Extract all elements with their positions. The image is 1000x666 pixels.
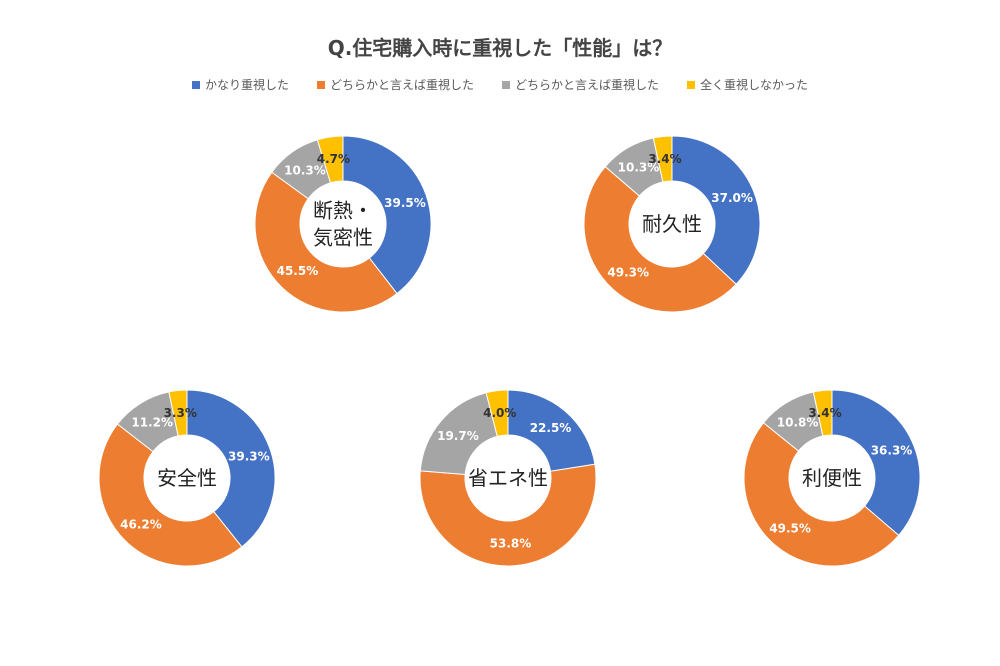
legend-label: どちらかと言えば重視した — [329, 78, 474, 92]
data-label: 10.3% — [284, 164, 326, 178]
data-label: 49.3% — [607, 266, 649, 280]
legend-label: 全く重視しなかった — [700, 78, 809, 92]
data-label: 45.5% — [277, 264, 319, 278]
donut-slice — [342, 135, 432, 295]
data-label: 3.3% — [164, 406, 197, 420]
data-label: 37.0% — [711, 191, 753, 205]
donut-chart: 39.3% 46.2% 11.2%3.3% 安全性 — [98, 389, 276, 567]
legend-swatch — [687, 80, 696, 89]
donut-slice — [812, 389, 833, 437]
donut-slice — [583, 165, 737, 313]
donut-slice — [743, 422, 900, 567]
legend-label: どちらかと言えば重視した — [515, 78, 660, 92]
data-label: 36.3% — [871, 444, 913, 458]
data-label: 10.3% — [618, 161, 660, 175]
donut-center-label: 耐久性 — [642, 212, 702, 236]
data-label: 10.8% — [777, 415, 819, 429]
data-label: 39.5% — [384, 196, 426, 210]
legend-swatch — [191, 80, 200, 89]
data-label: 4.7% — [317, 152, 350, 166]
data-label: 49.5% — [769, 521, 811, 535]
legend-item: どちらかと言えば重視した — [502, 76, 659, 93]
data-label: 22.5% — [530, 421, 572, 435]
donut-slice — [168, 389, 188, 437]
data-label: 19.7% — [437, 429, 479, 443]
data-label: 3.4% — [808, 406, 841, 420]
donut-center-label: 気密性 — [313, 226, 373, 250]
legend-item: どちらかと言えば重視した — [316, 76, 474, 93]
donut-center-label: 省エネ性 — [468, 466, 548, 490]
donut-center-label: 利便性 — [802, 466, 862, 490]
data-label: 3.4% — [648, 152, 681, 166]
donut-slice — [671, 135, 761, 285]
legend-item: 全く重視しなかった — [687, 76, 808, 93]
donut-center-label: 断熱・ — [313, 199, 373, 223]
donut-slice — [485, 389, 509, 437]
chart-title: Q.住宅購入時に重視した「性能」は？ — [327, 36, 673, 60]
donut-slice — [186, 389, 276, 548]
donut-slice — [419, 463, 597, 567]
legend-item: かなり重視した — [191, 76, 289, 93]
donut-slice — [831, 389, 921, 537]
donut-center-label: 安全性 — [157, 466, 217, 490]
donut-chart: 22.5% 53.8% 19.7% 4.0% 省エネ性 — [419, 389, 597, 567]
donut-chart: 36.3% 49.5% 10.8%3.4% 利便性 — [743, 389, 921, 567]
donut-slice — [652, 135, 673, 183]
donut-slice — [254, 171, 398, 313]
data-label: 53.8% — [490, 536, 532, 550]
data-label: 4.0% — [483, 406, 516, 420]
donut-slice — [316, 135, 344, 184]
legend-swatch — [316, 80, 325, 89]
donut-chart: 37.0% 49.3% 10.3%3.4% 耐久性 — [583, 135, 761, 313]
donut-slice — [98, 423, 243, 567]
data-label: 39.3% — [228, 449, 270, 463]
donut-chart: 39.5% 45.5% 10.3%4.7% 断熱・気密性 — [254, 135, 432, 313]
data-label: 46.2% — [120, 518, 162, 532]
legend-swatch — [502, 80, 510, 89]
legend-label: かなり重視した — [204, 78, 289, 92]
data-label: 11.2% — [131, 415, 173, 429]
legend: かなり重視した どちらかと言えば重視した どちらかと言えば重視した 全く重視しなかった — [0, 76, 1000, 93]
